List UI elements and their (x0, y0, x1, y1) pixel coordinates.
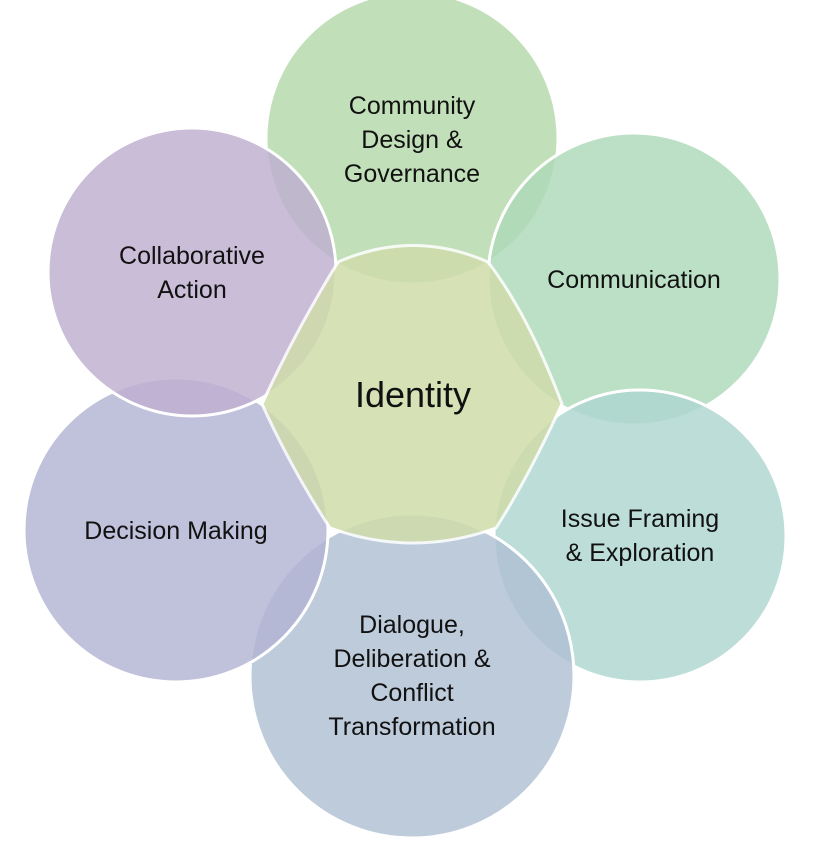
petal-label-line: Transformation (328, 713, 495, 741)
petal-label-line: Deliberation & (333, 645, 490, 673)
petal-label-line: Design & (361, 126, 463, 154)
petal-label-line: Issue Framing (561, 505, 719, 533)
petal-label-collaborative: Collaborative Action (119, 242, 265, 304)
petal-label-line: & Exploration (566, 539, 715, 567)
petal-label-decision: Decision Making (84, 517, 267, 545)
petal-layer (22, 0, 788, 840)
petal-label-line: Community (349, 92, 476, 120)
petal-label-line: Governance (344, 160, 480, 188)
petal-label-line: Communication (547, 266, 721, 294)
center-label: Identity (355, 374, 471, 415)
center-hexagon (260, 244, 564, 545)
petal-label-line: Collaborative (119, 242, 265, 270)
petal-label-line: Dialogue, (359, 611, 465, 639)
petal-label-line: Conflict (370, 679, 453, 707)
petal-label-issue: Issue Framing & Exploration (561, 505, 719, 567)
center-layer: Identity (260, 244, 564, 545)
petal-label-line: Action (157, 276, 226, 304)
petal-label-dialogue: Dialogue, Deliberation & Conflict Transform… (328, 611, 495, 741)
petal-label-line: Decision Making (84, 517, 267, 545)
petal-label-community: Community Design & Governance (344, 92, 480, 188)
label-layer: Community Design & Governance Communication… (84, 92, 721, 741)
petal-label-communication: Communication (547, 266, 721, 294)
